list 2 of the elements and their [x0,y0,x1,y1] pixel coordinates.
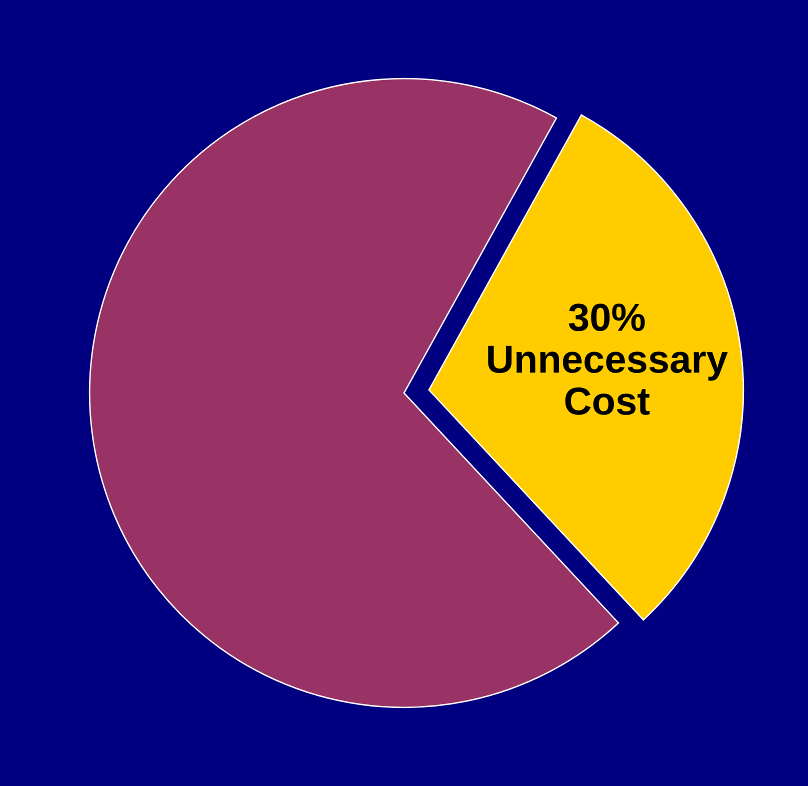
data-label: 30% [568,304,645,332]
slice-label: Unnecessary Cost [488,346,728,415]
